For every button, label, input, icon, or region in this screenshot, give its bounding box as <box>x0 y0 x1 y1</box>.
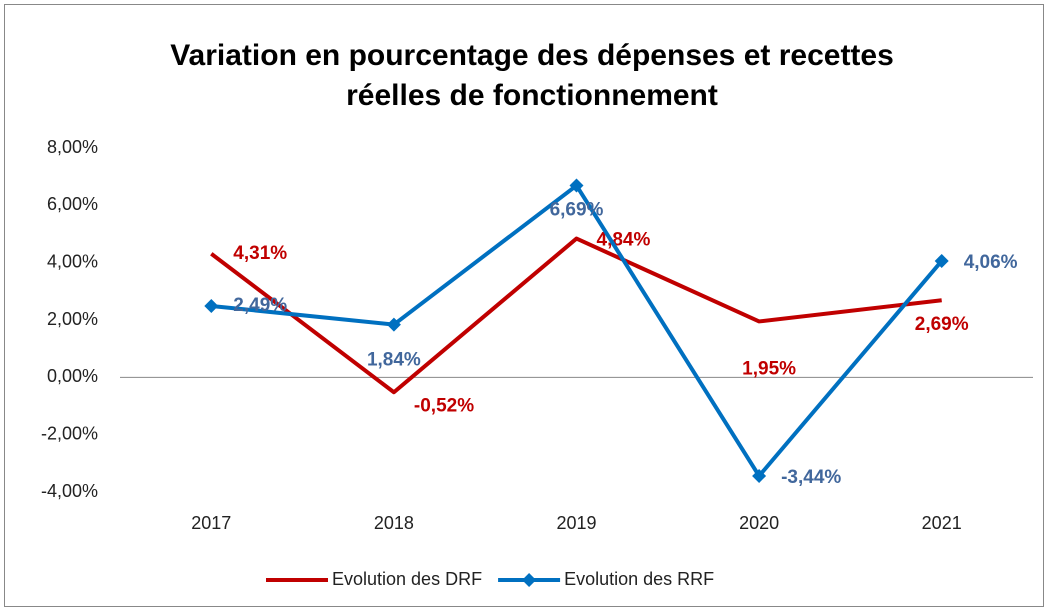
data-label: 4,84% <box>597 230 651 251</box>
series-line <box>210 236 942 395</box>
point-marker <box>569 178 584 193</box>
y-tick-label: 6,00% <box>47 194 98 214</box>
chart-border <box>4 4 1044 607</box>
point-marker <box>204 298 219 313</box>
data-label: -3,44% <box>781 467 841 488</box>
y-tick-label: -2,00% <box>41 423 98 443</box>
data-label: 6,69% <box>550 200 604 221</box>
x-tick-label: 2021 <box>922 513 962 533</box>
data-label: 1,84% <box>367 350 421 371</box>
legend-label: Evolution des RRF <box>564 569 714 589</box>
chart-title: Variation en pourcentage des dépenses et… <box>170 39 894 72</box>
x-tick-label: 2020 <box>739 513 779 533</box>
legend-label: Evolution des DRF <box>332 569 482 589</box>
point-marker <box>752 468 767 483</box>
point-marker <box>934 253 949 268</box>
y-tick-label: 4,00% <box>47 251 98 271</box>
chart-title: réelles de fonctionnement <box>346 79 718 112</box>
y-tick-label: 0,00% <box>47 366 98 386</box>
y-tick-label: 2,00% <box>47 309 98 329</box>
point-marker <box>386 317 401 332</box>
data-label: 4,31% <box>233 243 287 264</box>
data-label: 2,49% <box>233 295 287 316</box>
data-label: 1,95% <box>742 358 796 379</box>
y-tick-label: 8,00% <box>47 137 98 157</box>
data-label: -0,52% <box>414 395 474 416</box>
x-tick-label: 2018 <box>374 513 414 533</box>
legend-marker <box>522 573 537 587</box>
x-tick-label: 2017 <box>191 513 231 533</box>
data-label: 4,06% <box>964 252 1018 273</box>
x-tick-label: 2019 <box>556 513 596 533</box>
y-tick-label: -4,00% <box>41 481 98 501</box>
data-label: 2,69% <box>915 314 969 335</box>
